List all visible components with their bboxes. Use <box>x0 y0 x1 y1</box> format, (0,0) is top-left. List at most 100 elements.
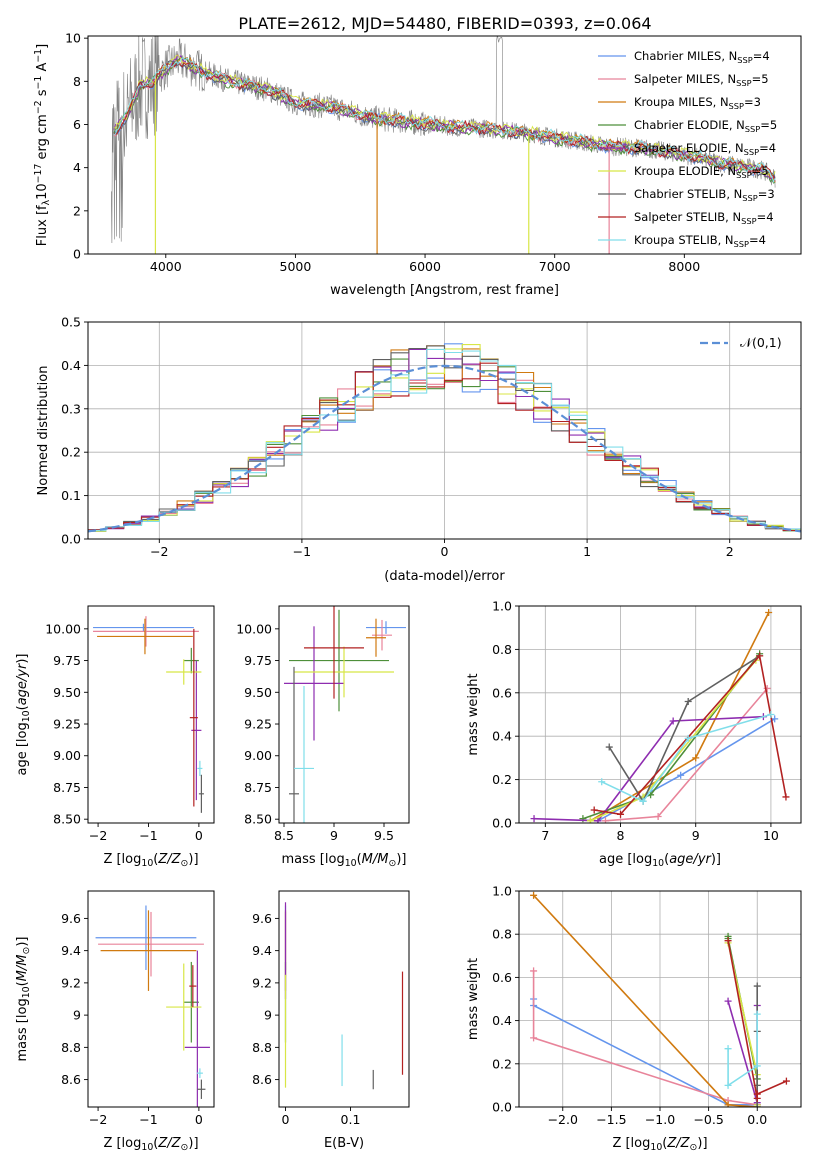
y-tick-label: 8.8 <box>252 1040 272 1055</box>
y-tick-label: 9 <box>73 1008 81 1023</box>
data-point <box>191 660 202 801</box>
weight-marker <box>692 754 700 762</box>
weight-marker <box>594 817 602 823</box>
weight-marker <box>530 815 538 823</box>
y-tick-label: 8.8 <box>61 1040 81 1055</box>
data-point <box>289 609 389 712</box>
Z-age-panel-ylabel: age [log10(age/yr)] <box>15 653 32 775</box>
data-point <box>196 1068 203 1078</box>
y-tick-label: 9.50 <box>53 685 81 700</box>
data-point <box>189 965 197 1008</box>
EBV-mass-panel: 0 0.1 8.6 8.8 9 9.2 9.4 9.6 E(B-V) <box>252 890 410 1151</box>
y-tick-label: 9 <box>264 1008 272 1023</box>
data-point <box>294 646 394 698</box>
y-tick-label: 0.4 <box>492 1013 512 1028</box>
data-point <box>289 666 299 823</box>
weight-line <box>727 1014 758 1087</box>
data-point <box>97 618 193 655</box>
x-tick-label: −1.0 <box>645 1112 675 1127</box>
weight-marker <box>753 982 761 990</box>
data-point <box>198 774 204 813</box>
age-weight-panel-frame <box>518 605 802 824</box>
mass-age-panel: 8.5 9 9.5 8.50 8.75 9.00 9.25 9.50 9.75 10.00 mass… <box>236 605 410 869</box>
weight-series-1 <box>530 967 761 1107</box>
x-tick-label: 9.5 <box>374 828 394 843</box>
Z-weight-panel: −2.0 −1.5 −1.0 −0.5 0.0 0.0 0.2 0.4 0.6 0.8 1.0 Z [… <box>466 884 802 1153</box>
weight-line <box>608 655 761 803</box>
legend-label: Kroupa ELODIE, NSSP=5 <box>634 164 769 180</box>
data-point <box>183 961 199 1043</box>
y-tick-label: 9.25 <box>244 717 272 732</box>
weight-marker <box>771 715 779 723</box>
EBV-mass-panel-plot-area <box>284 902 404 1090</box>
weight-line <box>532 970 758 1106</box>
legend-label: Salpeter ELODIE, NSSP=4 <box>634 141 776 157</box>
legend-label: Salpeter STELIB, NSSP=4 <box>634 210 774 226</box>
weight-marker <box>724 937 732 945</box>
data-point <box>189 628 198 807</box>
weight-line <box>594 654 787 816</box>
y-tick-label: 0.2 <box>492 772 512 787</box>
x-tick-label: −1 <box>139 1112 157 1127</box>
x-tick-label: 0 <box>195 828 203 843</box>
y-tick-label: 0.2 <box>492 1056 512 1071</box>
data-point <box>166 659 202 685</box>
data-point <box>100 910 197 991</box>
weight-marker <box>605 743 613 751</box>
weight-marker <box>530 891 538 899</box>
Z-mass-panel-plot-area <box>95 905 210 1107</box>
y-tick-label: 10 <box>65 31 81 46</box>
weight-marker <box>598 778 606 786</box>
y-tick-label: 9.75 <box>53 653 81 668</box>
y-tick-label: 9.2 <box>252 975 272 990</box>
y-tick-label: 9.2 <box>61 975 81 990</box>
y-tick-label: 10.00 <box>236 621 272 636</box>
x-tick-label: 0.0 <box>747 1112 767 1127</box>
data-point <box>197 760 203 777</box>
weight-series-7 <box>724 937 790 1102</box>
y-tick-label: 9.6 <box>252 911 272 926</box>
Z-age-panel-plot-area <box>93 616 204 813</box>
y-tick-label: 0.2 <box>61 445 81 460</box>
y-tick-label: 8.50 <box>244 812 272 827</box>
data-point <box>366 618 386 657</box>
residual-ylabel: Normed distribution <box>36 366 51 496</box>
x-tick-label: 10 <box>763 828 779 843</box>
y-tick-label: 0.0 <box>61 532 81 547</box>
weight-series-8 <box>598 711 775 805</box>
data-point <box>304 606 364 699</box>
data-point <box>294 685 314 823</box>
x-tick-label: 0 <box>441 544 449 559</box>
x-tick-label: −1.5 <box>596 1112 626 1127</box>
y-tick-label: 0.6 <box>492 685 512 700</box>
mass-age-panel-xlabel: mass [log10(M/M⊙)] <box>282 852 407 869</box>
weight-marker <box>724 997 732 1005</box>
x-tick-label: −2 <box>150 544 168 559</box>
y-tick-label: 1.0 <box>492 599 512 614</box>
x-tick-label: 6000 <box>409 259 441 274</box>
data-point <box>184 950 210 1107</box>
legend-label: Chabrier ELODIE, NSSP=5 <box>634 118 777 134</box>
y-tick-label: 9.00 <box>244 748 272 763</box>
age-weight-panel-plot-area <box>530 609 790 823</box>
weight-marker <box>753 1103 761 1107</box>
y-tick-label: 8.50 <box>53 812 81 827</box>
weight-marker <box>763 684 771 692</box>
y-tick-label: 9.75 <box>244 653 272 668</box>
mass-age-panel-frame <box>278 605 410 824</box>
y-tick-label: 9.6 <box>61 911 81 926</box>
weight-marker <box>724 1045 732 1053</box>
y-tick-label: 4 <box>73 160 81 175</box>
residual-xlabel: (data-model)/error <box>384 569 505 584</box>
weight-marker <box>753 1010 761 1018</box>
y-tick-label: 0.6 <box>492 970 512 985</box>
y-tick-label: 8.6 <box>252 1072 272 1087</box>
Z-weight-panel-ylabel: mass weight <box>466 958 481 1040</box>
model-spectrum-8 <box>113 56 776 183</box>
x-tick-label: −1 <box>293 544 311 559</box>
data-point <box>95 905 197 970</box>
y-tick-label: 0.3 <box>61 401 81 416</box>
x-tick-label: −1 <box>139 828 157 843</box>
